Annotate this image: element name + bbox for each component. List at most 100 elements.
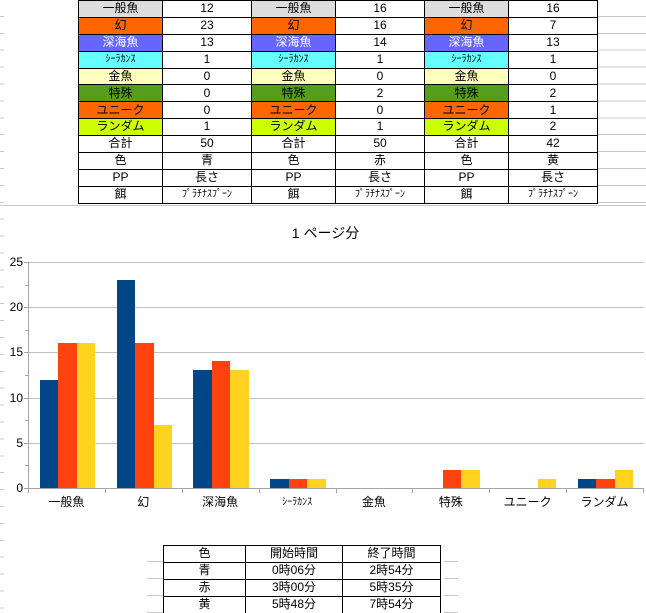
header-cell[interactable]: 色 xyxy=(163,545,246,563)
value-cell[interactable]: 黄 xyxy=(508,152,598,170)
row-label-cell[interactable]: PP xyxy=(424,168,509,187)
row-label-cell[interactable]: 一般魚 xyxy=(424,0,509,18)
value-cell[interactable]: 1 xyxy=(162,50,252,69)
value-cell[interactable]: 2 xyxy=(335,84,425,103)
row-label-cell[interactable]: ｼｰﾗｶﾝｽ xyxy=(78,50,163,69)
header-cell[interactable]: 終了時間 xyxy=(342,545,441,563)
row-label-cell[interactable]: 幻 xyxy=(78,16,163,35)
value-cell[interactable]: 12 xyxy=(162,0,252,18)
value-cell[interactable]: 長さ xyxy=(335,168,425,187)
row-label-cell[interactable]: 金魚 xyxy=(251,67,336,86)
row-label-cell[interactable]: ランダム xyxy=(251,118,336,137)
time-cell[interactable]: 7時54分 xyxy=(342,595,441,613)
row-label-cell[interactable]: 金魚 xyxy=(78,67,163,86)
row-label-cell[interactable]: 合計 xyxy=(78,135,163,154)
value-cell[interactable]: 1 xyxy=(335,50,425,69)
row-label-cell[interactable]: ユニーク xyxy=(78,101,163,120)
time-table[interactable]: 色開始時間 終了時間青 0時06分 2時54分赤 3時00分 5時35分黄 5時48分 7時5… xyxy=(163,545,441,613)
bar-chart-object[interactable]: 1 ページ分 0 5 10 15 20 25 一般魚 幻 深海魚 ｼｰﾗｶﾝｽ 金魚 特殊 ユニーク ラ… xyxy=(5,210,646,540)
value-cell[interactable]: 13 xyxy=(508,33,598,52)
row-label-cell[interactable]: PP xyxy=(78,168,163,187)
value-cell[interactable]: 0 xyxy=(335,67,425,86)
value-cell[interactable]: 長さ xyxy=(508,168,598,187)
row-label-cell[interactable]: 一般魚 xyxy=(251,0,336,18)
time-cell[interactable]: 5時35分 xyxy=(342,578,441,597)
value-cell[interactable]: 14 xyxy=(335,33,425,52)
value-cell[interactable]: 0 xyxy=(162,101,252,120)
row-label-cell[interactable]: 餌 xyxy=(251,185,336,204)
value-cell[interactable]: 長さ xyxy=(162,168,252,187)
x-axis-category-label: 深海魚 xyxy=(202,495,239,509)
color-name-cell[interactable]: 青 xyxy=(163,561,246,580)
chart-gridline xyxy=(29,442,644,444)
color-name-cell[interactable]: 黄 xyxy=(163,595,246,613)
y-axis-tick-label: 20 xyxy=(9,300,23,315)
value-cell[interactable]: 13 xyxy=(162,33,252,52)
value-cell[interactable]: 青 xyxy=(162,152,252,170)
row-label-cell[interactable]: 色 xyxy=(78,152,163,170)
row-label-cell[interactable]: 深海魚 xyxy=(251,33,336,52)
x-axis-category-label: ｼｰﾗｶﾝｽ xyxy=(282,497,313,508)
row-label-cell[interactable]: ユニーク xyxy=(424,101,509,120)
value-cell[interactable]: 1 xyxy=(162,118,252,137)
bar-黄-ランダム xyxy=(614,469,634,488)
row-label-cell[interactable]: 色 xyxy=(251,152,336,170)
y-axis-tick-label: 5 xyxy=(16,435,23,450)
value-cell[interactable]: 42 xyxy=(508,135,598,154)
x-axis-category-label: ランダム xyxy=(580,495,629,509)
bar-青-幻 xyxy=(116,280,136,488)
value-cell[interactable]: ﾌﾟﾗﾁﾅｽﾌﾟｰﾝ xyxy=(508,185,598,204)
row-label-cell[interactable]: ランダム xyxy=(78,118,163,137)
value-cell[interactable]: 16 xyxy=(335,16,425,35)
row-label-cell[interactable]: ユニーク xyxy=(251,101,336,120)
row-label-cell[interactable]: 幻 xyxy=(424,16,509,35)
value-cell[interactable]: 2 xyxy=(508,118,598,137)
row-label-cell[interactable]: 幻 xyxy=(251,16,336,35)
value-cell[interactable]: 2 xyxy=(508,84,598,103)
value-cell[interactable]: 0 xyxy=(335,101,425,120)
row-label-cell[interactable]: ｼｰﾗｶﾝｽ xyxy=(251,50,336,69)
row-label-cell[interactable]: 金魚 xyxy=(424,67,509,86)
value-cell[interactable]: ﾌﾟﾗﾁﾅｽﾌﾟｰﾝ xyxy=(335,185,425,204)
y-axis-major-tick xyxy=(24,442,28,444)
time-cell[interactable]: 3時00分 xyxy=(245,578,343,597)
value-cell[interactable]: 23 xyxy=(162,16,252,35)
value-cell[interactable]: 50 xyxy=(335,135,425,154)
row-label-cell[interactable]: 合計 xyxy=(424,135,509,154)
value-cell[interactable]: 赤 xyxy=(335,152,425,170)
row-label-cell[interactable]: 特殊 xyxy=(424,84,509,103)
value-cell[interactable]: 0 xyxy=(162,67,252,86)
y-axis-tick-label: 10 xyxy=(9,390,23,405)
bar-赤-ランダム xyxy=(596,478,615,488)
time-cell[interactable]: 5時48分 xyxy=(245,595,343,613)
value-cell[interactable]: 1 xyxy=(508,50,598,69)
time-cell[interactable]: 0時06分 xyxy=(245,561,343,580)
value-cell[interactable]: ﾌﾟﾗﾁﾅｽﾌﾟｰﾝ xyxy=(162,185,252,204)
row-label-cell[interactable]: 餌 xyxy=(424,185,509,204)
row-label-cell[interactable]: 餌 xyxy=(78,185,163,204)
row-label-cell[interactable]: 深海魚 xyxy=(424,33,509,52)
value-cell[interactable]: 16 xyxy=(335,0,425,18)
chart-gridline xyxy=(29,307,644,309)
value-cell[interactable]: 7 xyxy=(508,16,598,35)
row-label-cell[interactable]: ｼｰﾗｶﾝｽ xyxy=(424,50,509,69)
x-axis-category-label: 一般魚 xyxy=(48,495,85,509)
row-label-cell[interactable]: 色 xyxy=(424,152,509,170)
color-name-cell[interactable]: 赤 xyxy=(163,578,246,597)
value-cell[interactable]: 0 xyxy=(508,67,598,86)
row-label-cell[interactable]: 深海魚 xyxy=(78,33,163,52)
row-label-cell[interactable]: ランダム xyxy=(424,118,509,137)
time-cell[interactable]: 2時54分 xyxy=(342,561,441,580)
value-cell[interactable]: 1 xyxy=(335,118,425,137)
row-label-cell[interactable]: 一般魚 xyxy=(78,0,163,18)
fish-count-table[interactable]: 一般魚 12 一般魚 16 一般魚 16 幻 23 幻 16 幻 7 深海魚 13 深海魚 14 深海魚 13 ｼｰ… xyxy=(78,0,598,204)
value-cell[interactable]: 0 xyxy=(162,84,252,103)
row-label-cell[interactable]: 特殊 xyxy=(251,84,336,103)
row-label-cell[interactable]: 合計 xyxy=(251,135,336,154)
row-label-cell[interactable]: 特殊 xyxy=(78,84,163,103)
header-cell[interactable]: 開始時間 xyxy=(245,545,343,563)
value-cell[interactable]: 16 xyxy=(508,0,598,18)
value-cell[interactable]: 50 xyxy=(162,135,252,154)
value-cell[interactable]: 1 xyxy=(508,101,598,120)
row-label-cell[interactable]: PP xyxy=(251,168,336,187)
